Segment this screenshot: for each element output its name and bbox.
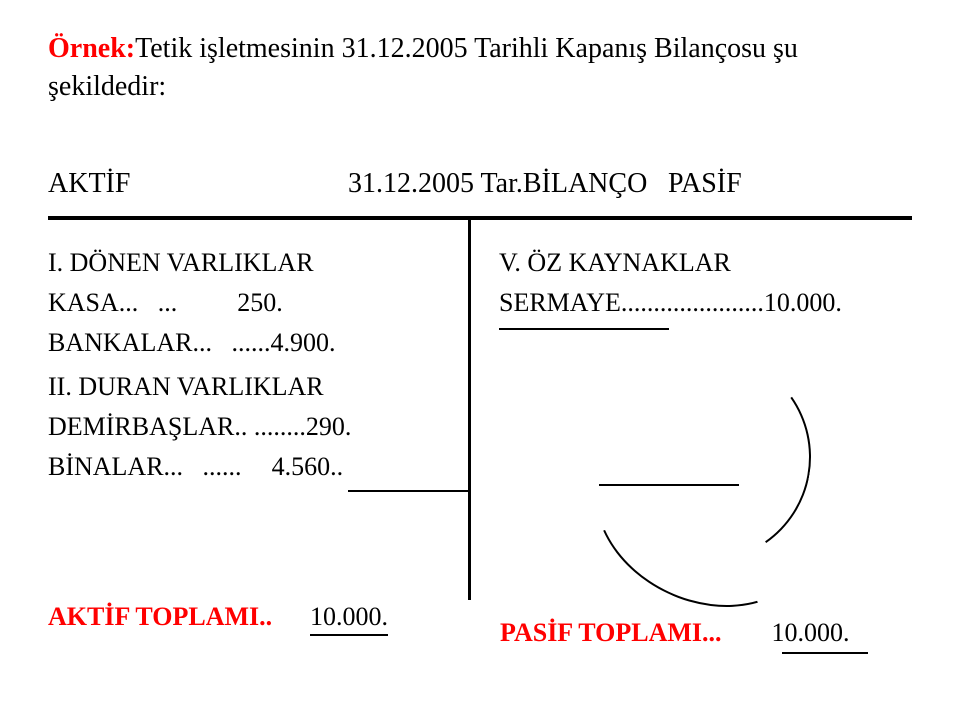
section-donen-varliklar: I. DÖNEN VARLIKLAR [48, 248, 456, 278]
page-title-line1: Örnek:Tetik işletmesinin 31.12.2005 Tari… [48, 30, 912, 68]
aktif-total-label: AKTİF TOPLAMI.. [48, 602, 310, 632]
section-duran-varliklar: II. DURAN VARLIKLAR [48, 372, 456, 402]
header-aktif: AKTİF [48, 168, 348, 200]
row-demirbaslar: DEMİRBAŞLAR.. ........ 290. [48, 412, 456, 442]
header-rule [48, 216, 912, 220]
pasif-total-label: PASİF TOPLAMI... [500, 618, 722, 648]
demirbaslar-value: 290. [306, 412, 352, 442]
balance-header-row: AKTİF 31.12.2005 Tar.BİLANÇO PASİF [48, 168, 912, 200]
pasif-total-value: 10.000. [772, 618, 850, 648]
row-sermaye: SERMAYE...................... 10.000. [499, 288, 912, 318]
aktif-total-value: 10.000. [310, 602, 388, 636]
pasif-column: V. ÖZ KAYNAKLAR SERMAYE.................… [471, 242, 912, 600]
pasif-subtotal-rule-2 [599, 484, 739, 486]
row-bankalar: BANKALAR... ...... 4.900. [48, 328, 456, 358]
sermaye-label: SERMAYE...................... [499, 288, 764, 318]
pasif-total-rule [782, 652, 868, 654]
aktif-total-row: AKTİF TOPLAMI.. 10.000. [48, 602, 388, 636]
pasif-subtotal-rule-1 [499, 328, 669, 330]
row-kasa: KASA... ... 250. [48, 288, 456, 318]
section-oz-kaynaklar: V. ÖZ KAYNAKLAR [499, 248, 912, 278]
header-pasif: PASİF [668, 168, 912, 200]
kasa-value: 250. [237, 288, 283, 318]
balance-body: I. DÖNEN VARLIKLAR KASA... ... 250. BANK… [48, 242, 912, 600]
title-highlight: Örnek: [48, 33, 135, 64]
demirbaslar-label: DEMİRBAŞLAR.. ........ [48, 412, 306, 442]
binalar-value: 4.560.. [272, 452, 344, 482]
bankalar-label: BANKALAR... ...... [48, 328, 270, 358]
row-binalar: BİNALAR... ...... 4.560.. [48, 452, 456, 482]
aktif-column: I. DÖNEN VARLIKLAR KASA... ... 250. BANK… [48, 242, 468, 600]
kasa-label: KASA... ... [48, 288, 177, 318]
binalar-label: BİNALAR... ...... [48, 452, 242, 482]
header-date: 31.12.2005 Tar.BİLANÇO [348, 168, 668, 200]
title-rest: Tetik işletmesinin 31.12.2005 Tarihli Ka… [135, 33, 798, 64]
bankalar-value: 4.900. [270, 328, 335, 358]
aktif-subtotal-rule [348, 490, 468, 492]
pasif-total-row: PASİF TOPLAMI... 10.000. [500, 618, 850, 648]
sermaye-value: 10.000. [764, 288, 842, 318]
page-title-line2: şekildedir: [48, 68, 912, 106]
